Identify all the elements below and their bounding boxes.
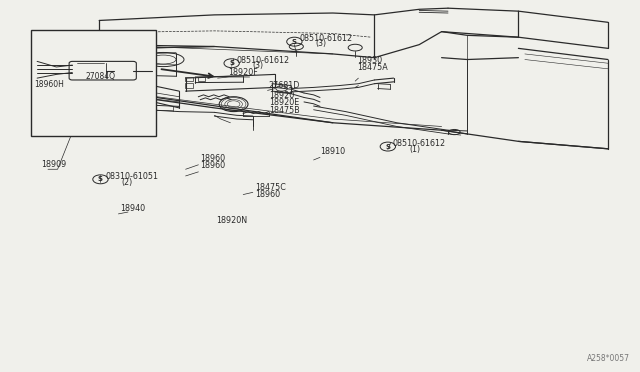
Text: 08510-61612: 08510-61612 bbox=[393, 139, 446, 148]
Text: 18909: 18909 bbox=[42, 160, 67, 169]
Text: 27084Q: 27084Q bbox=[85, 72, 115, 81]
Text: S: S bbox=[229, 60, 234, 66]
Text: (2): (2) bbox=[122, 178, 133, 187]
Text: (3): (3) bbox=[253, 61, 264, 70]
Text: 18960: 18960 bbox=[200, 161, 225, 170]
Text: 27681D: 27681D bbox=[269, 81, 300, 90]
Text: 18920N: 18920N bbox=[216, 216, 248, 225]
Text: 18930: 18930 bbox=[357, 56, 382, 65]
Text: (3): (3) bbox=[316, 39, 326, 48]
Text: 18920E: 18920E bbox=[269, 98, 299, 107]
Text: 18475C: 18475C bbox=[255, 183, 285, 192]
Text: 08310-61051: 08310-61051 bbox=[106, 172, 159, 181]
Text: A258*0057: A258*0057 bbox=[588, 354, 630, 363]
Text: S: S bbox=[292, 39, 297, 45]
Bar bbox=[185, 83, 193, 88]
Text: 18920F: 18920F bbox=[228, 68, 257, 77]
Text: S: S bbox=[98, 176, 103, 182]
Text: 18940: 18940 bbox=[120, 204, 145, 213]
Text: 18475B: 18475B bbox=[269, 106, 300, 115]
Text: 18475A: 18475A bbox=[357, 63, 388, 72]
Bar bbox=[31, 30, 156, 136]
Bar bbox=[198, 77, 205, 81]
Text: 18960: 18960 bbox=[255, 190, 280, 199]
Text: 18960H: 18960H bbox=[34, 80, 64, 89]
Bar bbox=[185, 77, 193, 81]
Text: S: S bbox=[385, 144, 390, 150]
Text: (1): (1) bbox=[409, 145, 420, 154]
Text: 18960: 18960 bbox=[200, 154, 225, 163]
Text: 08510-61612: 08510-61612 bbox=[300, 34, 353, 43]
Text: 08510-61612: 08510-61612 bbox=[237, 56, 290, 65]
Text: 18910: 18910 bbox=[320, 147, 345, 156]
Text: 18920: 18920 bbox=[269, 91, 294, 100]
